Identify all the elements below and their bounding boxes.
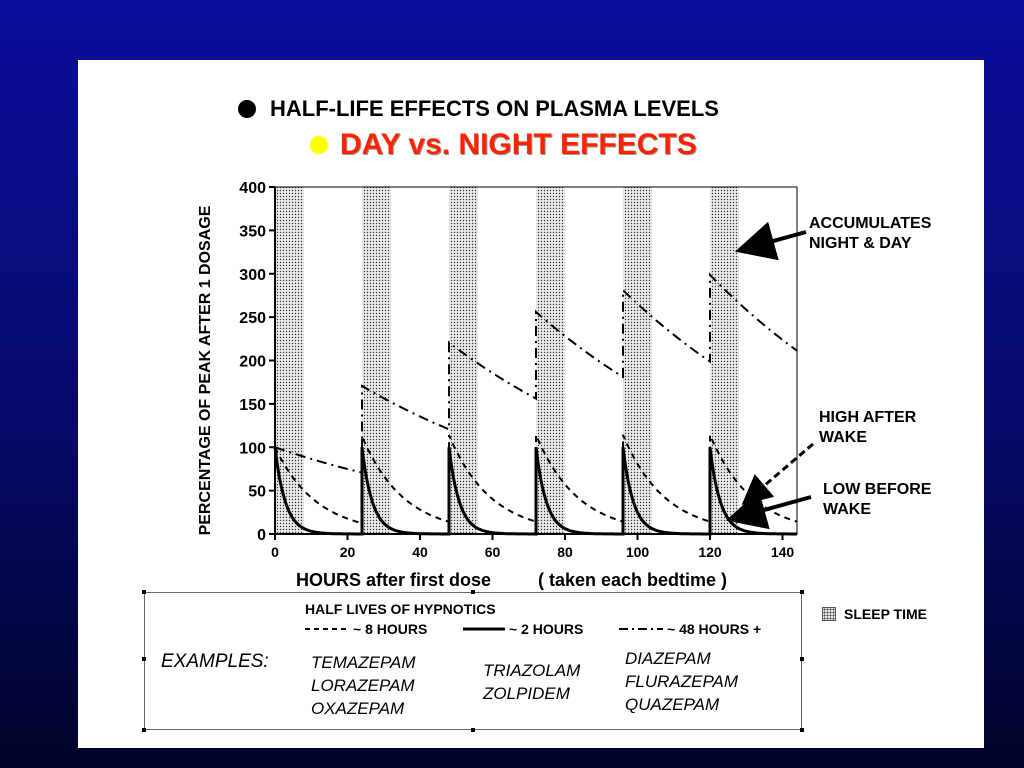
y-tick-label-3: 150	[239, 397, 266, 414]
y-tick-label-5: 250	[239, 310, 266, 327]
series-lines	[273, 272, 798, 536]
bullet-icon-yellow	[310, 136, 328, 154]
x-tick-label-4: 80	[557, 544, 573, 560]
title-line1: HALF-LIFE EFFECTS ON PLASMA LEVELS	[238, 96, 838, 122]
drug-temazepam: TEMAZEPAM	[311, 653, 416, 672]
arrow-high-after-wake	[741, 442, 814, 505]
half-life-chart: 0 50 100 150 200 250 300 350 400 0 20 40 60 80 100 120 1…	[197, 180, 814, 590]
y-axis-label: PERCENTAGE OF PEAK AFTER 1 DOSAGE	[197, 205, 214, 535]
x-tick-label-6: 120	[698, 544, 722, 560]
y-tick-label-6: 300	[239, 267, 266, 284]
x-tick-label-1: 20	[340, 544, 356, 560]
arrow-accumulates	[734, 221, 807, 261]
slide: HALF-LIFE EFFECTS ON PLASMA LEVELS DAY v…	[78, 60, 984, 748]
dashdot-line-swatch	[619, 628, 663, 630]
y-tick-label-2: 100	[239, 440, 266, 457]
examples-label: EXAMPLES:	[161, 651, 269, 672]
annotation-low-line1: LOW BEFORE	[823, 481, 932, 498]
annotation-accumulates: ACCUMULATES NIGHT & DAY	[809, 214, 931, 254]
solid-line-swatch	[463, 627, 505, 631]
series-line-2	[274, 272, 798, 475]
dashed-line-swatch	[305, 628, 349, 630]
drug-oxazepam: OXAZEPAM	[311, 699, 405, 718]
annotation-accumulates-line1: ACCUMULATES	[809, 215, 932, 232]
y-tick-label-4: 200	[239, 354, 266, 371]
annotation-low-before-wake: LOW BEFORE WAKE	[823, 480, 931, 520]
x-tick-label-5: 100	[626, 544, 650, 560]
x-axis-label: HOURS after first dose	[296, 570, 491, 590]
drugs-2h: TRIAZOLAM ZOLPIDEM	[483, 659, 580, 705]
series-line-1	[273, 447, 797, 536]
drug-diazepam: DIAZEPAM	[625, 649, 711, 668]
drugs-48h: DIAZEPAM FLURAZEPAM QUAZEPAM	[625, 647, 738, 716]
y-tick-label-1: 50	[248, 484, 266, 501]
legend-item-48h: ~ 48 HOURS +	[619, 621, 761, 637]
drug-flurazepam: FLURAZEPAM	[625, 672, 739, 691]
sleep-time-label: SLEEP TIME	[844, 606, 927, 622]
title-line2: DAY vs. NIGHT EFFECTS	[310, 128, 810, 162]
annotation-high-line1: HIGH AFTER	[819, 409, 917, 426]
legend-item-2h: ~ 2 HOURS	[463, 621, 583, 637]
annotation-low-line2: WAKE	[823, 501, 871, 518]
y-tick-label-7: 350	[239, 223, 266, 240]
axes: 0 50 100 150 200 250 300 350 400 0 20 40 60 80 100 120 1…	[197, 180, 798, 590]
x-tick-label-2: 40	[412, 544, 428, 560]
annotation-accumulates-line2: NIGHT & DAY	[809, 235, 912, 252]
x-axis-label-note: ( taken each bedtime )	[538, 570, 727, 590]
y-tick-label-0: 0	[257, 527, 266, 544]
legend-title: HALF LIVES OF HYPNOTICS	[305, 601, 496, 617]
bullet-icon	[238, 100, 256, 118]
sleep-bands	[275, 187, 739, 534]
drugs-8h: TEMAZEPAM LORAZEPAM OXAZEPAM	[311, 651, 416, 720]
title-line1-text: HALF-LIFE EFFECTS ON PLASMA LEVELS	[270, 96, 719, 121]
x-tick-label-7: 140	[771, 544, 795, 560]
drug-zolpidem: ZOLPIDEM	[483, 684, 570, 703]
arrow-low-before-wake	[725, 490, 812, 530]
y-tick-label-8: 400	[239, 180, 266, 197]
title-line2-text: DAY vs. NIGHT EFFECTS	[340, 128, 697, 161]
x-tick-label-3: 60	[485, 544, 501, 560]
legend-label-8h: ~ 8 HOURS	[353, 621, 428, 637]
sleep-swatch-icon	[822, 607, 836, 621]
annotation-high-after-wake: HIGH AFTER WAKE	[819, 408, 916, 448]
x-tick-label-0: 0	[271, 544, 279, 560]
legend-label-2h: ~ 2 HOURS	[509, 621, 584, 637]
drug-lorazepam: LORAZEPAM	[311, 676, 415, 695]
legend-box: HALF LIVES OF HYPNOTICS ~ 8 HOURS ~ 2 HO…	[142, 590, 804, 732]
sleep-time-key: SLEEP TIME	[822, 606, 927, 622]
legend-item-8h: ~ 8 HOURS	[305, 621, 427, 637]
drug-triazolam: TRIAZOLAM	[483, 661, 581, 680]
legend-label-48h: ~ 48 HOURS +	[667, 621, 762, 637]
drug-quazepam: QUAZEPAM	[625, 695, 720, 714]
annotation-arrows	[725, 221, 814, 530]
annotation-high-line2: WAKE	[819, 429, 867, 446]
